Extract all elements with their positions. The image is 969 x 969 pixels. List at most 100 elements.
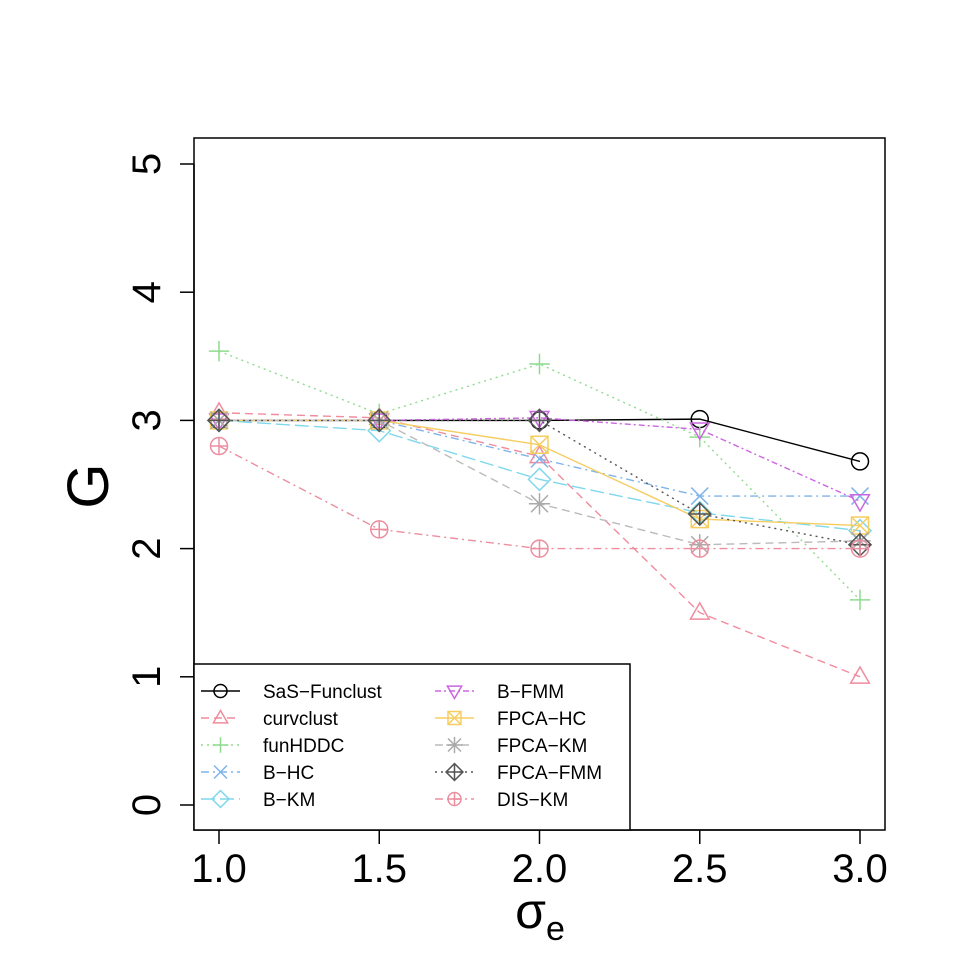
data-point	[527, 467, 552, 492]
legend-box	[193, 663, 631, 831]
data-point	[370, 520, 389, 539]
y-tick-label: 2	[125, 537, 169, 559]
diamond-plus-marker	[446, 763, 463, 781]
legend-label: FPCA−HC	[497, 709, 586, 730]
down-triangle-marker	[849, 494, 871, 513]
data-point	[850, 539, 870, 558]
data-point	[206, 408, 232, 433]
plus-marker	[529, 353, 550, 375]
legend-marker	[213, 764, 228, 780]
diamond-plus-marker	[688, 502, 711, 526]
data-point	[367, 408, 392, 433]
square-cross-marker	[850, 516, 870, 535]
x-marker	[690, 487, 709, 506]
legend-label: curvclust	[263, 709, 339, 730]
x-tick-label: 2.0	[512, 847, 568, 891]
legend-marker	[213, 683, 228, 699]
triangle-marker	[849, 665, 871, 684]
y-tick-label: 5	[125, 153, 169, 175]
square-cross-marker	[447, 710, 462, 726]
legend-entry: B−HC	[201, 763, 314, 784]
legend-label: B−HC	[263, 763, 314, 784]
series-layer	[206, 340, 873, 684]
data-point	[208, 340, 230, 362]
legend-label: FPCA−KM	[497, 736, 587, 757]
data-point	[689, 422, 711, 441]
asterisk-marker	[528, 493, 551, 515]
triangle-marker	[689, 601, 711, 620]
y-axis-title: G	[56, 463, 121, 508]
legend-label: B−KM	[263, 790, 315, 811]
circle-plus-marker	[691, 540, 709, 558]
legend-entry: curvclust	[201, 709, 339, 730]
y-axis: 0 1 2 3 4 5	[125, 153, 195, 816]
square-marker	[447, 710, 462, 726]
legend-label: funHDDC	[263, 736, 344, 757]
legend-marker	[446, 685, 463, 700]
legend: SaS−Funclust curvclust funHDDC B−HC B−KM B−FM…	[193, 663, 631, 831]
data-point	[850, 452, 870, 471]
legend-marker	[212, 709, 229, 724]
down-triangle-marker	[689, 422, 711, 441]
data-point	[849, 494, 871, 513]
data-point	[530, 539, 549, 558]
y-tick-label: 0	[125, 794, 169, 816]
legend-entry: B−FMM	[435, 682, 564, 703]
asterisk-marker	[446, 736, 463, 754]
triangle-marker	[212, 709, 229, 724]
series-line	[218, 412, 861, 678]
x-tick-label: 1.5	[351, 847, 407, 891]
square-marker	[530, 435, 549, 455]
data-point	[529, 353, 550, 375]
data-point	[690, 487, 709, 506]
legend-entry: DIS−KM	[435, 790, 568, 811]
y-tick-label: 1	[125, 666, 169, 688]
legend-marker	[447, 791, 462, 807]
plus-marker	[849, 589, 871, 611]
legend-marker	[447, 710, 462, 726]
plus-marker	[689, 426, 710, 448]
legend-entry: FPCA−HC	[435, 709, 586, 730]
legend-marker	[210, 789, 231, 809]
legend-entry: B−KM	[201, 789, 315, 811]
legend-entry: FPCA−FMM	[435, 762, 602, 784]
series-line	[218, 350, 861, 601]
data-point	[530, 435, 549, 455]
y-tick-label: 3	[125, 409, 169, 431]
circle-plus-marker	[370, 520, 388, 538]
legend-label: B−FMM	[497, 682, 564, 703]
legend-label: SaS−Funclust	[263, 682, 383, 703]
circle-plus-marker	[210, 437, 228, 455]
x-tick-label: 2.5	[672, 847, 728, 891]
legend-label: DIS−KM	[497, 790, 568, 811]
diamond-plus-marker	[207, 409, 231, 432]
x-axis: 1.0 1.5 2.0 2.5 3.0	[191, 829, 888, 891]
series-line	[219, 419, 861, 546]
data-point	[527, 408, 552, 433]
plus-marker	[208, 340, 230, 362]
x-axis-title-main: σ	[515, 883, 546, 939]
data-point	[690, 539, 709, 558]
plus-marker	[212, 737, 229, 753]
x-marker	[213, 764, 228, 780]
legend-marker	[444, 762, 465, 782]
legend-marker	[212, 737, 229, 753]
x-axis-title-subscript: e	[546, 910, 565, 948]
series-2	[208, 340, 871, 611]
legend-marker	[446, 736, 463, 754]
data-point	[687, 501, 712, 527]
data-point	[849, 665, 871, 684]
data-point	[689, 426, 710, 448]
data-point	[849, 589, 871, 611]
y-tick-label: 4	[125, 281, 169, 303]
legend-entry: FPCA−KM	[435, 736, 587, 757]
legend-label: FPCA−FMM	[497, 763, 602, 784]
circle-plus-marker	[448, 792, 461, 806]
down-triangle-marker	[446, 685, 463, 700]
circle-plus-marker	[851, 540, 869, 558]
data-point	[528, 493, 551, 515]
circle-marker	[850, 452, 870, 471]
legend-entry: SaS−Funclust	[201, 682, 383, 703]
circle-marker	[213, 683, 228, 699]
